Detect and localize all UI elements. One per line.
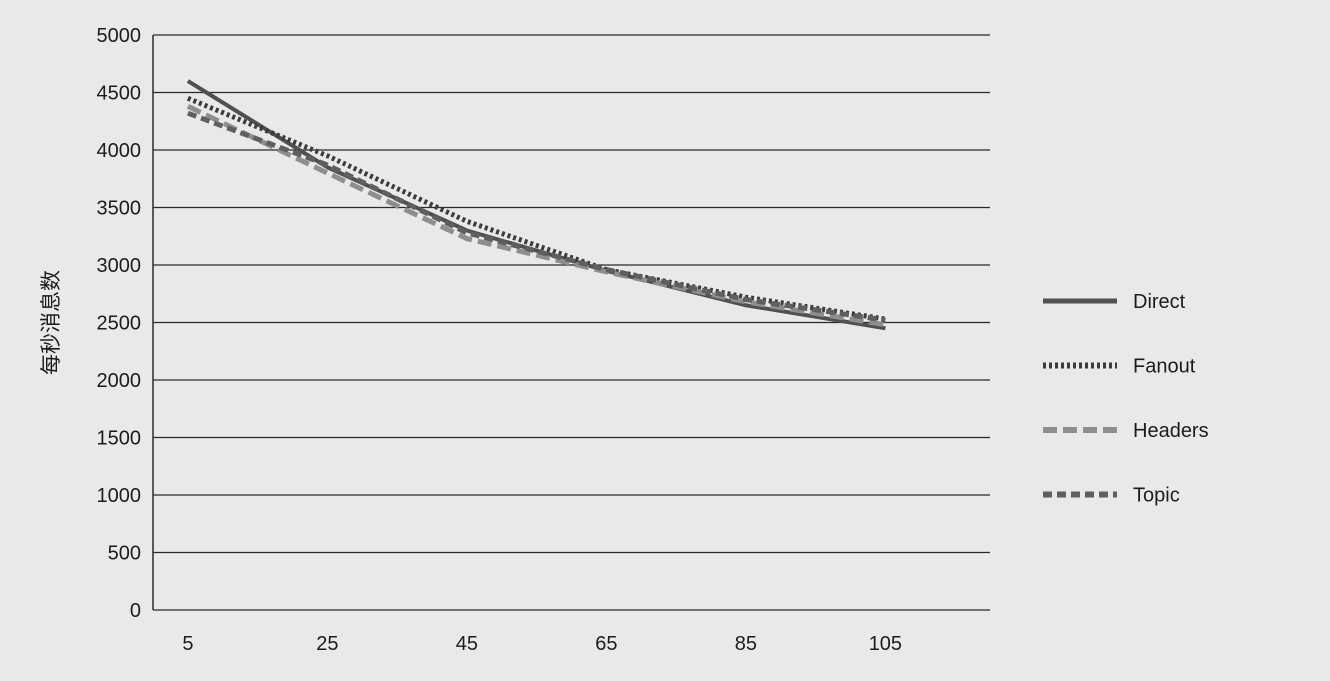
series-lines xyxy=(186,79,886,331)
legend-label-headers: Headers xyxy=(1133,420,1209,442)
y-tick-label: 0 xyxy=(130,600,141,622)
y-tick-label: 3500 xyxy=(97,198,142,220)
y-tick-label: 500 xyxy=(108,543,141,565)
legend-label-fanout: Fanout xyxy=(1133,356,1196,378)
grid xyxy=(153,34,990,611)
axes: 0 500 1000 1500 2000 2500 3000 3500 4000 4500 5000… xyxy=(97,25,903,655)
y-tick-label: 1000 xyxy=(97,485,142,507)
series-line-fanout xyxy=(186,95,886,322)
x-tick-label: 5 xyxy=(182,633,193,655)
series-line-direct xyxy=(186,79,886,331)
x-tick-label: 45 xyxy=(456,633,478,655)
x-tick-label: 85 xyxy=(735,633,757,655)
y-tick-label: 2500 xyxy=(97,313,142,335)
y-tick-label: 3000 xyxy=(97,255,142,277)
series-line-headers xyxy=(186,104,886,328)
y-axis-label: 每秒消息数 xyxy=(39,270,63,375)
y-tick-label: 4500 xyxy=(97,83,142,105)
legend: Direct Fanout Headers Topic xyxy=(1043,291,1209,507)
y-tick-label: 2000 xyxy=(97,370,142,392)
legend-label-direct: Direct xyxy=(1133,291,1186,313)
y-tick-label: 5000 xyxy=(97,25,142,47)
x-tick-label: 65 xyxy=(595,633,617,655)
x-tick-label: 25 xyxy=(316,633,338,655)
legend-label-topic: Topic xyxy=(1133,485,1180,507)
y-tick-label: 1500 xyxy=(97,428,142,450)
x-tick-label: 105 xyxy=(869,633,902,655)
y-tick-label: 4000 xyxy=(97,140,142,162)
